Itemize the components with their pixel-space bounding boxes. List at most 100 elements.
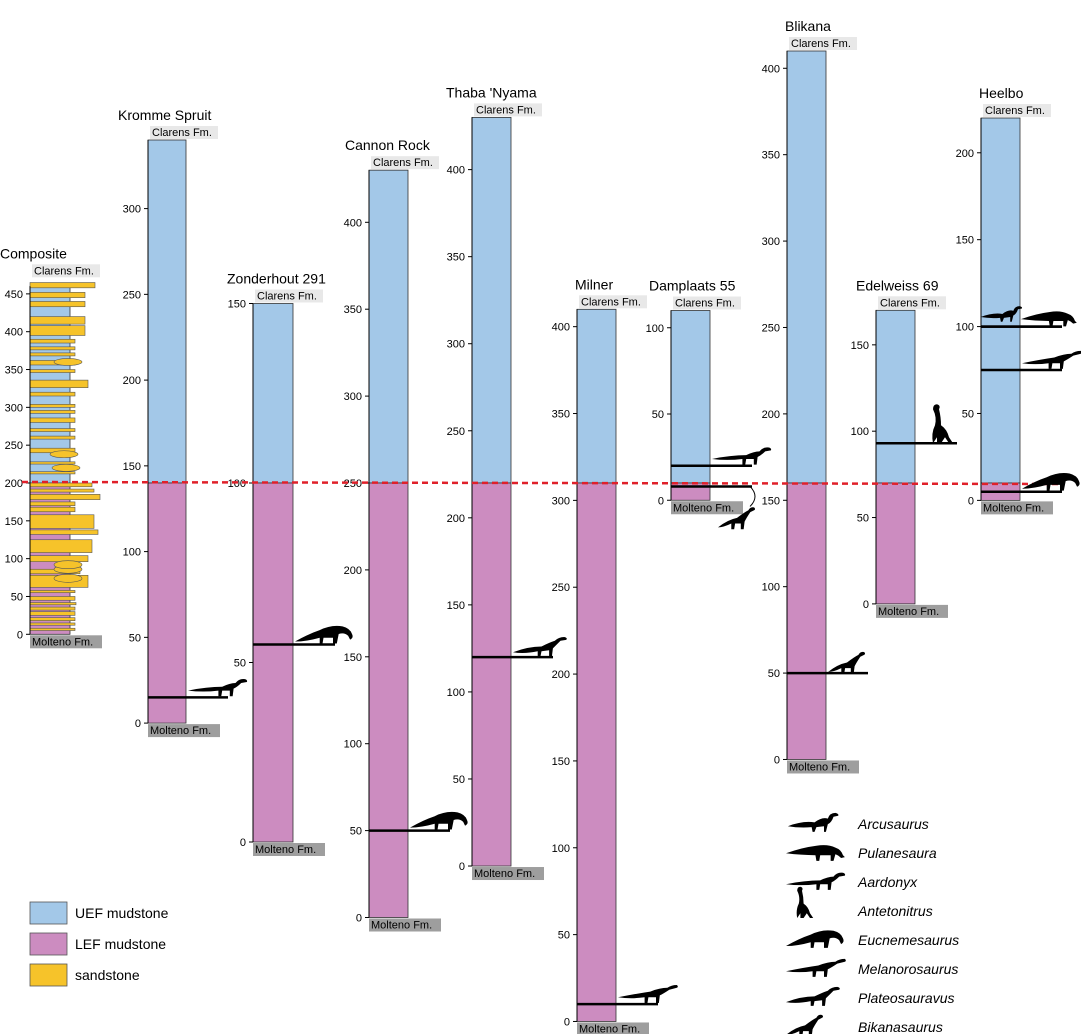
formation-top-label: Clarens Fm. <box>476 104 536 116</box>
antetonitrus-icon <box>796 886 814 918</box>
tick-label: 400 <box>344 217 362 229</box>
formation-top-box <box>255 289 323 303</box>
uef-mudstone-block <box>471 116 512 484</box>
tick-label: 250 <box>344 478 362 490</box>
sandstone-lens <box>53 358 83 366</box>
bikanasaurus-icon <box>828 651 866 674</box>
formation-bottom-box <box>369 918 441 932</box>
sandstone-bed <box>29 410 76 414</box>
antetonitrus-icon <box>932 404 953 444</box>
formation-top-box <box>150 126 218 139</box>
section-edelweiss-69: 0 50 100 150 Clarens Fm. Molteno Fm. Edelweiss… <box>851 277 948 618</box>
section-cannon-rock: 0 50 100 150 200 250 300 350 400 Clarens Fm. Molte… <box>344 137 441 932</box>
tick-label: 200 <box>956 148 974 160</box>
section-milner: 0 50 100 150 200 250 300 350 400 Clarens Fm. Molte… <box>552 276 649 1034</box>
section-axis: 0 50 100 150 200 250 300 <box>123 140 149 730</box>
lef-mudstone-block <box>147 482 187 724</box>
taxa-legend-label: Pulanesaura <box>858 845 937 861</box>
sandstone-bed <box>29 369 76 373</box>
legend-label: sandstone <box>75 967 140 983</box>
eucnemesaurus-icon <box>410 811 468 830</box>
taxa-legend-item: Pulanesaura <box>786 845 937 861</box>
section-title: Damplaats 55 <box>649 278 736 294</box>
formation-top-label: Clarens Fm. <box>581 296 641 308</box>
tick-label: 300 <box>552 495 570 507</box>
eucnemesaurus-icon <box>1022 473 1080 491</box>
tick-label: 0 <box>240 837 246 849</box>
formation-top-label: Clarens Fm. <box>373 157 433 169</box>
sandstone-bed <box>29 471 76 475</box>
tick-label: 400 <box>762 63 780 75</box>
section-title: Composite <box>0 245 67 261</box>
sandstone-bed <box>29 514 95 529</box>
bikanasaurus-icon <box>718 507 756 530</box>
section-axis: 0 50 100 150 200 250 300 350 400 <box>762 51 788 766</box>
sandstone-bed <box>29 346 76 351</box>
tick-label: 350 <box>762 150 780 162</box>
formation-bottom-label: Molteno Fm. <box>579 1023 640 1034</box>
sandstone-bed <box>29 627 76 631</box>
formation-top-box <box>32 264 100 278</box>
sandstone-bed <box>29 404 76 408</box>
sandstone-bed <box>29 316 86 325</box>
sandstone-bed <box>29 482 93 488</box>
section-axis: 0 50 100 150 200 250 300 350 400 450 <box>5 286 31 641</box>
tick-label: 350 <box>447 252 465 264</box>
tick-label: 0 <box>774 754 780 766</box>
pulanesaura-icon <box>1021 311 1077 327</box>
taxa-legend-item: Melanorosaurus <box>786 958 958 977</box>
tick-label: 300 <box>344 391 362 403</box>
lef-mudstone-block <box>576 482 617 1022</box>
section-axis: 0 50 100 150 <box>851 310 877 611</box>
formation-bottom-box <box>148 724 220 738</box>
taxa-legend-label: Antetonitrus <box>857 903 933 919</box>
section-title: Cannon Rock <box>345 137 431 153</box>
formation-bottom-label: Molteno Fm. <box>474 868 535 880</box>
uef-mudstone-block <box>980 117 1021 484</box>
section-axis: 0 50 100 150 200 250 300 350 400 <box>447 117 473 873</box>
sandstone-lens <box>53 574 83 583</box>
formation-bottom-box <box>981 501 1053 515</box>
uef-mudstone-block <box>252 303 294 484</box>
tick-label: 100 <box>5 554 23 566</box>
plateosauravus-icon <box>786 986 840 1006</box>
uef-mudstone-block <box>147 139 187 484</box>
tick-label: 100 <box>228 478 246 490</box>
tick-label: 50 <box>11 591 23 603</box>
uef-mudstone-block <box>576 308 617 484</box>
sandstone-bed <box>29 590 76 593</box>
formation-bottom-box <box>30 635 102 649</box>
tick-label: 300 <box>5 402 23 414</box>
aardonyx-icon <box>188 679 248 697</box>
tick-label: 150 <box>447 600 465 612</box>
melanorosaurus-icon <box>1022 350 1081 369</box>
tick-label: 0 <box>356 913 362 925</box>
tick-label: 250 <box>762 322 780 334</box>
uef-lef-boundary-line <box>21 480 1061 486</box>
formation-top-label: Clarens Fm. <box>34 265 94 277</box>
sandstone-bed <box>29 501 76 506</box>
taxa-legend-label: Melanorosaurus <box>858 961 958 977</box>
lef-mudstone-block <box>875 482 916 605</box>
sandstone-bed <box>29 596 76 601</box>
section-axis: 0 50 100 150 200 <box>956 118 982 507</box>
taxa-legend-item: Antetonitrus <box>796 886 933 919</box>
section-composite: 0 50 100 150 200 250 300 350 400 450 Clarens Fm. Mo… <box>0 245 102 649</box>
tick-label: 150 <box>762 495 780 507</box>
tick-label: 0 <box>968 495 974 507</box>
tick-label: 50 <box>129 632 141 644</box>
tick-label: 200 <box>344 565 362 577</box>
tick-label: 200 <box>447 513 465 525</box>
sandstone-bed <box>29 461 76 465</box>
formation-top-label: Clarens Fm. <box>152 127 212 139</box>
formation-bottom-box <box>787 760 859 774</box>
tick-label: 50 <box>857 513 869 525</box>
section-kromme-spruit: 0 50 100 150 200 250 300 Clarens Fm. Molteno Fm.… <box>118 107 220 738</box>
formation-bottom-label: Molteno Fm. <box>878 606 939 618</box>
formation-bottom-label: Molteno Fm. <box>255 844 316 856</box>
tick-label: 350 <box>552 409 570 421</box>
tick-label: 0 <box>564 1016 570 1028</box>
formation-top-box <box>983 104 1051 118</box>
tick-label: 150 <box>344 652 362 664</box>
tick-label: 200 <box>552 669 570 681</box>
